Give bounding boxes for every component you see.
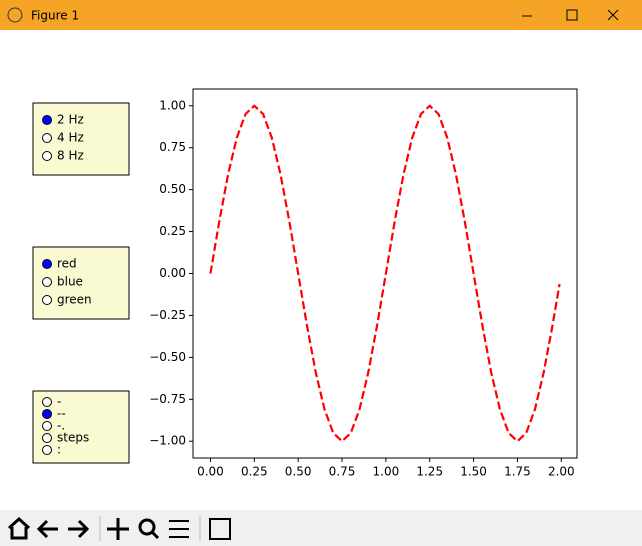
x-tick-label: 1.25 <box>416 465 443 479</box>
x-tick-label: 1.50 <box>460 465 487 479</box>
radio-label[interactable]: green <box>57 293 92 307</box>
radio-label[interactable]: : <box>57 443 61 457</box>
toolbar-buttons <box>7 516 231 540</box>
y-tick-label: 0.75 <box>159 140 186 154</box>
app-icon <box>7 7 23 23</box>
radio-button[interactable] <box>42 433 52 443</box>
radio-button[interactable] <box>42 397 52 407</box>
save-button[interactable] <box>209 518 231 540</box>
radio-button[interactable] <box>42 409 52 419</box>
title-bar <box>0 0 642 30</box>
y-tick-label: −0.50 <box>149 350 186 364</box>
y-tick-label: −0.75 <box>149 392 186 406</box>
radio-label[interactable]: 4 Hz <box>57 131 84 145</box>
radio-label[interactable]: steps <box>57 431 89 445</box>
radio-button[interactable] <box>42 151 52 161</box>
radio-button[interactable] <box>42 277 52 287</box>
close-button[interactable] <box>607 9 619 21</box>
radio-button[interactable] <box>42 115 52 125</box>
radio-button[interactable] <box>42 421 52 431</box>
radio-label[interactable]: - <box>57 395 61 409</box>
radio-button[interactable] <box>42 295 52 305</box>
radio-button[interactable] <box>42 133 52 143</box>
y-tick-label: 1.00 <box>159 98 186 112</box>
x-tick-label: 0.00 <box>197 465 224 479</box>
window-title: Figure 1 <box>31 9 79 23</box>
forward-button[interactable] <box>68 519 90 539</box>
x-tick-label: 1.75 <box>504 465 531 479</box>
maximize-button[interactable] <box>566 9 578 21</box>
radio-button[interactable] <box>42 259 52 269</box>
x-tick-label: 0.75 <box>329 465 356 479</box>
x-tick-label: 0.25 <box>241 465 268 479</box>
zoom-handle <box>150 530 160 540</box>
x-tick-label: 1.00 <box>373 465 400 479</box>
back-button[interactable] <box>36 519 58 539</box>
radio-label[interactable]: 2 Hz <box>57 113 84 127</box>
home-button[interactable] <box>7 516 31 540</box>
y-tick-label: −0.25 <box>149 308 186 322</box>
toolbar <box>0 510 642 546</box>
y-tick-label: 0.25 <box>159 224 186 238</box>
y-tick-label: −1.00 <box>149 434 186 448</box>
config-button[interactable] <box>169 520 189 538</box>
y-tick-label: 0.00 <box>159 266 186 280</box>
x-tick-label: 0.50 <box>285 465 312 479</box>
radio-label[interactable]: 8 Hz <box>57 149 84 163</box>
line <box>209 104 561 443</box>
x-tick-label: 2.00 <box>548 465 575 479</box>
y-tick-label: 0.50 <box>159 182 186 196</box>
radio-label[interactable]: -. <box>57 419 65 433</box>
radio-label[interactable]: blue <box>57 275 83 289</box>
radio-label[interactable]: -- <box>57 407 66 421</box>
pan-button[interactable] <box>107 518 129 540</box>
radio-label[interactable]: red <box>57 257 77 271</box>
zoom-button[interactable] <box>138 518 156 536</box>
radio-button[interactable] <box>42 445 52 455</box>
